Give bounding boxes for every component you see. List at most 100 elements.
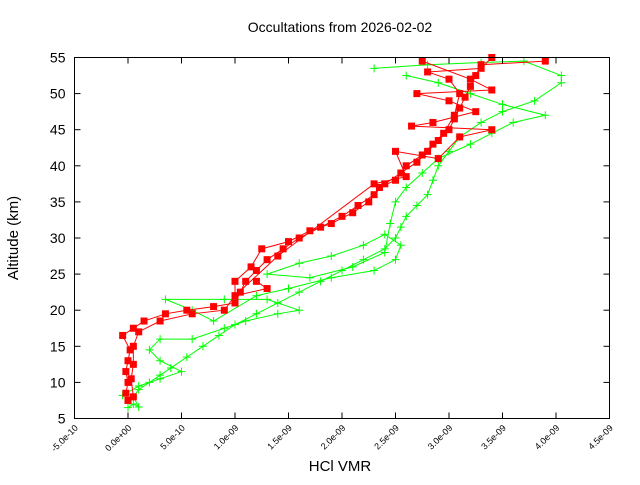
data-point: [391, 234, 400, 242]
data-point: [258, 245, 266, 253]
data-point: [450, 115, 458, 123]
plot-frame: [74, 57, 610, 419]
data-point: [129, 360, 137, 368]
data-point: [541, 57, 549, 65]
data-point: [263, 256, 271, 264]
data-point: [145, 345, 154, 354]
data-point: [380, 248, 389, 257]
data-point: [429, 118, 437, 126]
y-tick-label: 20: [50, 302, 66, 318]
series-line: [130, 57, 493, 397]
data-point: [252, 266, 260, 274]
data-point: [413, 90, 421, 98]
series-2: [119, 57, 549, 404]
y-tick-label: 45: [50, 122, 66, 138]
data-point: [445, 126, 453, 134]
data-point: [423, 60, 432, 69]
y-tick-label: 55: [50, 50, 66, 66]
data-point: [428, 176, 437, 185]
x-tick-label: 1.0e-09: [212, 423, 241, 452]
data-point: [252, 291, 261, 300]
data-point: [375, 183, 383, 191]
data-point: [472, 72, 480, 80]
data-point: [231, 292, 239, 300]
data-point: [327, 220, 335, 228]
data-point: [242, 277, 250, 285]
data-point: [418, 169, 427, 178]
data-point: [295, 259, 304, 268]
data-point: [380, 230, 389, 239]
data-point: [134, 382, 143, 391]
data-point: [349, 209, 357, 217]
data-point: [126, 346, 134, 354]
data-point: [295, 288, 304, 297]
data-point: [241, 317, 250, 326]
axes: -5.0e-10 0.0e+00 5.0e-10 1.0e-09 1.5e-09 2.0e…: [49, 50, 615, 454]
data-point: [412, 201, 421, 210]
data-point: [359, 241, 368, 250]
data-point: [156, 356, 165, 365]
x-axis-label: HCl VMR: [309, 458, 372, 475]
x-tick-label: 4.0e-09: [533, 423, 562, 452]
data-point: [327, 273, 336, 282]
y-tick-label: 30: [50, 230, 66, 246]
data-point: [402, 173, 410, 181]
y-tick-label: 5: [58, 411, 66, 427]
x-tick-label: 1.5e-09: [265, 423, 294, 452]
data-point: [124, 378, 132, 386]
data-point: [456, 104, 464, 112]
data-point: [472, 108, 480, 116]
data-point: [252, 309, 261, 318]
data-point: [424, 147, 432, 155]
data-point: [519, 57, 528, 66]
data-point: [263, 285, 271, 293]
data-point: [418, 151, 426, 159]
data-point: [129, 324, 137, 332]
data-point: [156, 317, 164, 325]
data-point: [156, 335, 165, 344]
data-point: [392, 147, 399, 155]
data-point: [354, 202, 362, 210]
y-tick-label: 40: [50, 158, 66, 174]
data-point: [129, 393, 137, 401]
data-point: [392, 176, 399, 184]
series-0: [124, 57, 566, 412]
data-point: [214, 331, 223, 340]
data-point: [381, 180, 389, 188]
data-point: [423, 190, 432, 199]
data-point: [408, 122, 416, 130]
series-line: [122, 60, 546, 401]
data-point: [498, 107, 507, 116]
data-point: [402, 71, 411, 80]
data-point: [434, 78, 443, 87]
data-point: [466, 82, 474, 90]
data-point: [122, 389, 130, 397]
x-tick-label: 5.0e-10: [158, 423, 187, 452]
data-point: [305, 273, 314, 282]
data-point: [424, 68, 432, 76]
data-point: [209, 317, 218, 326]
data-point: [440, 129, 448, 137]
data-point: [306, 227, 314, 235]
data-point: [295, 306, 304, 315]
data-point: [177, 367, 186, 376]
x-tick-label: 3.5e-09: [479, 423, 508, 452]
series-line: [122, 75, 546, 396]
data-point: [119, 331, 127, 339]
data-point: [263, 270, 272, 279]
y-tick-label: 25: [50, 266, 66, 282]
data-point: [429, 140, 437, 148]
data-point: [456, 133, 464, 141]
data-point: [391, 255, 400, 264]
data-point: [284, 284, 293, 293]
data-point: [396, 241, 405, 250]
data-point: [418, 57, 426, 65]
data-point: [273, 309, 282, 318]
data-point: [466, 140, 475, 149]
data-point: [386, 219, 395, 228]
data-point: [285, 238, 292, 246]
x-tick-label: 2.5e-09: [372, 423, 401, 452]
data-point: [124, 357, 132, 365]
data-point: [247, 263, 255, 271]
data-point: [461, 93, 469, 101]
